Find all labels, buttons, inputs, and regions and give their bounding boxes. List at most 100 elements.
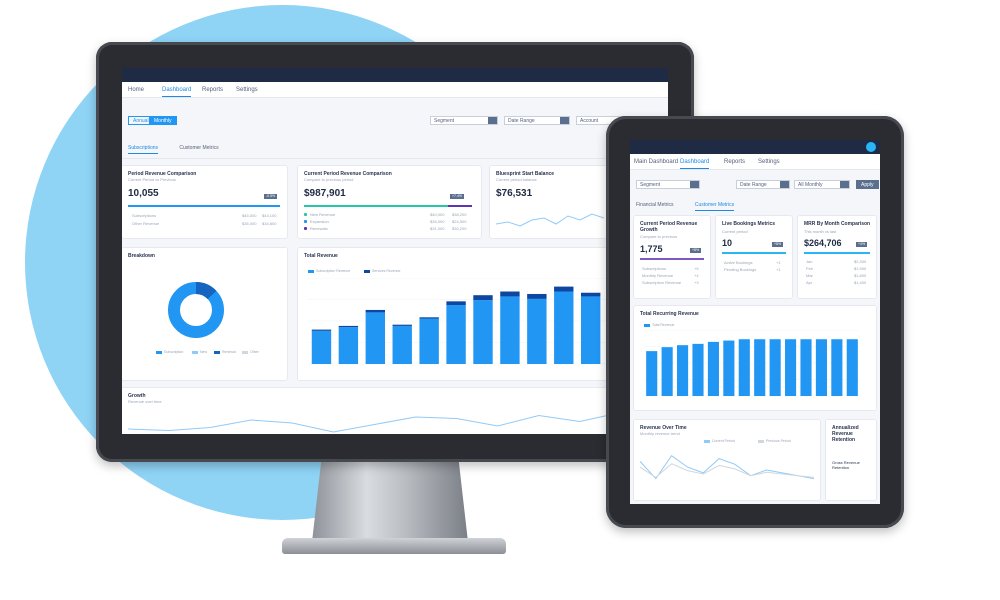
row-value: +4 xyxy=(694,273,699,278)
progress-bar xyxy=(640,258,704,260)
bar-revenue xyxy=(846,339,858,396)
nav-home[interactable]: Main Dashboard xyxy=(634,159,679,165)
tab-financial-metrics[interactable]: Financial Metrics xyxy=(636,202,674,208)
monitor-stand-base xyxy=(282,538,506,554)
period-filter[interactable]: All Monthly xyxy=(794,180,850,189)
bar-subscription xyxy=(311,330,332,364)
segment-filter-label: Segment xyxy=(434,118,455,124)
segment-filter[interactable]: Segment xyxy=(636,180,700,189)
row-label: New Revenue xyxy=(310,212,336,217)
card-title: Total Revenue xyxy=(304,253,338,259)
segment-monthly[interactable]: Monthly xyxy=(149,116,177,125)
legend-dot xyxy=(304,227,307,230)
tab-subscriptions[interactable]: Subscriptions xyxy=(128,145,159,154)
card-subtitle: Monthly revenue trend xyxy=(640,431,680,436)
date-range-filter[interactable]: Date Range xyxy=(504,116,570,125)
date-range-filter[interactable]: Date Range xyxy=(736,180,790,189)
row-label: Jan xyxy=(806,259,813,264)
row-value: $36,000 xyxy=(242,221,257,226)
desktop-monitor: Home Dashboard Reports Settings Annual M… xyxy=(96,42,694,462)
card-value: $987,901 xyxy=(304,188,346,199)
row-value: $1,600 xyxy=(854,273,867,278)
row-value: $43,100 xyxy=(262,213,277,218)
app-top-bar xyxy=(630,140,880,154)
nav-dashboard[interactable]: Dashboard xyxy=(162,87,192,97)
growth-card: Growth Revenue over time xyxy=(122,388,668,434)
row-value: +5 xyxy=(694,266,699,271)
row-label: Mar xyxy=(806,273,813,278)
chevron-down-icon xyxy=(690,181,699,188)
bar-revenue xyxy=(677,345,689,396)
legend-swatch xyxy=(364,270,370,273)
apply-button[interactable]: Apply xyxy=(856,180,879,189)
period-filter-label: All Monthly xyxy=(798,182,823,188)
nav-reports[interactable]: Reports xyxy=(202,87,224,93)
nav-reports[interactable]: Reports xyxy=(724,159,746,165)
legend-label: Services Revenue xyxy=(372,269,401,273)
nav-dashboard[interactable]: Dashboard xyxy=(680,159,710,169)
row-value: +3 xyxy=(694,280,699,285)
chevron-down-icon xyxy=(780,181,789,188)
date-range-label: Date Range xyxy=(740,182,767,188)
segment-filter[interactable]: Segment xyxy=(430,116,498,125)
tablet-device: Main Dashboard Dashboard Reports Setting… xyxy=(606,116,904,528)
nav-settings[interactable]: Settings xyxy=(758,159,780,165)
bar-subscription xyxy=(338,327,359,364)
progress-bar xyxy=(804,252,870,254)
monitor-stand-neck xyxy=(312,460,468,542)
card-value: 10 xyxy=(722,238,733,248)
tablet-screen: Main Dashboard Dashboard Reports Setting… xyxy=(630,140,880,504)
legend-label: New xyxy=(200,350,208,354)
progress-bar-secondary xyxy=(448,205,472,207)
bar-subscription xyxy=(527,298,547,364)
revenue-trend-line-chart xyxy=(640,454,814,480)
bar-revenue xyxy=(646,351,658,396)
row-value: $40,000 xyxy=(430,212,445,217)
bar-subscription xyxy=(581,296,601,364)
main-nav: Main Dashboard Dashboard Reports Setting… xyxy=(630,154,880,170)
bar-services xyxy=(527,293,547,299)
card-title: Breakdown xyxy=(128,253,155,259)
avatar[interactable] xyxy=(866,142,876,152)
trend-line-previous xyxy=(640,463,814,479)
bar-revenue xyxy=(723,340,735,396)
live-bookings-card: Live Bookings Metrics Current period 10 … xyxy=(716,216,792,298)
row-label: Apr xyxy=(806,280,813,285)
bar-subscription xyxy=(473,300,493,364)
row-value: +1 xyxy=(776,267,781,272)
bar-subscription xyxy=(392,325,412,364)
bar-services xyxy=(554,286,574,292)
chevron-down-icon xyxy=(560,117,569,124)
row-value: +1 xyxy=(776,260,781,265)
tab-customer-metrics[interactable]: Customer Metrics xyxy=(179,145,219,151)
bar-subscription xyxy=(365,312,385,364)
chevron-down-icon xyxy=(840,181,849,188)
growth-line xyxy=(128,411,662,433)
monitor-screen: Home Dashboard Reports Settings Annual M… xyxy=(122,68,668,434)
card-title: Growth xyxy=(128,393,146,399)
legend-swatch xyxy=(192,351,198,354)
card-value: 10,055 xyxy=(128,188,159,199)
row-value: $26,000 xyxy=(430,219,445,224)
nav-home[interactable]: Home xyxy=(128,87,145,93)
bar-revenue xyxy=(738,339,750,396)
bar-revenue xyxy=(800,339,812,396)
card-subtitle: Current Period vs Previous xyxy=(128,177,176,182)
nav-settings[interactable]: Settings xyxy=(236,87,258,93)
segment-filter-label: Segment xyxy=(640,182,661,188)
tab-customer-metrics[interactable]: Customer Metrics xyxy=(694,202,735,211)
legend-swatch xyxy=(644,324,650,327)
bar-services xyxy=(500,291,520,297)
card-title: Bluesprint Start Balance xyxy=(496,171,555,177)
bar-subscription xyxy=(446,305,466,364)
progress-bar xyxy=(128,205,280,207)
bar-revenue xyxy=(769,339,781,396)
legend-label: Total Revenue xyxy=(652,323,675,327)
account-filter-label: Account xyxy=(580,118,599,124)
legend-label: Previous Period xyxy=(766,439,791,443)
revenue-over-time-card: Revenue Over Time Monthly revenue trend … xyxy=(634,420,820,500)
bar-services xyxy=(392,324,412,326)
row-label: Feb xyxy=(806,266,813,271)
start-balance-card: Bluesprint Start Balance Current period … xyxy=(490,166,610,238)
sub-tabs: Financial Metrics Customer Metrics xyxy=(636,202,754,211)
